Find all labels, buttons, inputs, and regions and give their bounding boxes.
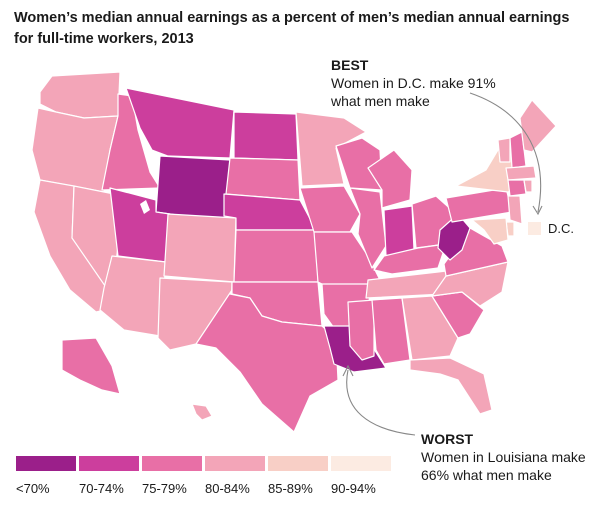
best-heading: BEST (331, 57, 369, 73)
state-minnesota (295, 111, 367, 187)
states-layer (31, 71, 557, 433)
state-indiana (383, 205, 415, 257)
state-kentucky (373, 243, 447, 275)
state-maryland (471, 217, 509, 245)
state-colorado (163, 213, 237, 283)
legend-swatch (142, 456, 202, 471)
worst-callout: WORST Women in Louisiana make 66% what m… (421, 430, 586, 484)
legend-swatch (79, 456, 139, 471)
legend-item-80-84: 80-84% (205, 456, 267, 496)
state-rhode-island (523, 179, 533, 193)
state-arizona (99, 255, 167, 337)
state-michigan (367, 149, 413, 209)
state-iowa (299, 185, 361, 233)
legend-swatch (16, 456, 76, 471)
legend-label: 90-94% (331, 481, 376, 496)
worst-heading: WORST (421, 431, 474, 447)
legend-item-85-89: 85-89% (268, 456, 330, 496)
state-hawaii (191, 403, 213, 421)
state-massachusetts (505, 165, 537, 181)
state-illinois (349, 187, 387, 269)
best-text: Women in D.C. make 91% what men make (331, 75, 496, 109)
legend-item-70-74: 70-74% (79, 456, 141, 496)
legend-label: <70% (16, 481, 50, 496)
best-arrow (469, 92, 542, 213)
state-alaska (61, 337, 121, 395)
callout-arrows (342, 92, 543, 436)
state-texas (195, 289, 339, 433)
best-arrow-head (532, 205, 543, 216)
legend-label: 70-74% (79, 481, 124, 496)
worst-text: Women in Louisiana make 66% what men mak… (421, 449, 586, 483)
legend: <70% 70-74% 75-79% 80-84% 85-89% 90-94% (16, 456, 396, 506)
state-nebraska (223, 193, 317, 231)
state-wyoming (155, 155, 231, 223)
dc-swatch (528, 222, 541, 235)
state-florida (409, 357, 493, 415)
state-new-jersey (507, 195, 523, 225)
state-pennsylvania (445, 187, 513, 223)
state-south-dakota (225, 157, 301, 201)
legend-swatch (268, 456, 328, 471)
state-maine (519, 99, 557, 153)
state-mississippi (347, 299, 375, 361)
legend-item-75-79: 75-79% (142, 456, 204, 496)
legend-label: 80-84% (205, 481, 250, 496)
legend-label: 85-89% (268, 481, 313, 496)
dc-label: D.C. (548, 221, 574, 236)
state-connecticut (507, 179, 527, 197)
legend-item-90-94: 90-94% (331, 456, 393, 496)
state-north-dakota (233, 111, 299, 161)
state-georgia (401, 295, 459, 361)
chart-title: Women’s median annual earnings as a perc… (14, 10, 570, 47)
great-salt-lake (140, 200, 150, 214)
worst-arrow (346, 369, 416, 436)
legend-swatch (205, 456, 265, 471)
state-kansas (233, 229, 319, 283)
state-alabama (371, 297, 411, 365)
legend-label: 75-79% (142, 481, 187, 496)
state-vermont (497, 137, 511, 163)
legend-item-under-70: <70% (16, 456, 78, 496)
legend-swatch (331, 456, 391, 471)
worst-arrow-head (342, 364, 354, 377)
best-callout: BEST Women in D.C. make 91% what men mak… (331, 56, 501, 110)
